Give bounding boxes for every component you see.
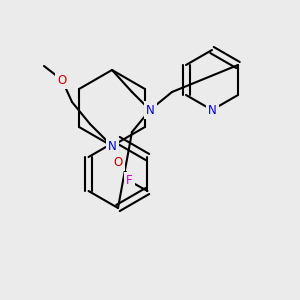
Text: O: O	[113, 155, 123, 169]
Text: N: N	[146, 103, 154, 116]
Text: O: O	[57, 74, 67, 86]
Text: F: F	[126, 175, 133, 188]
Text: N: N	[108, 140, 116, 152]
Text: N: N	[208, 103, 216, 116]
